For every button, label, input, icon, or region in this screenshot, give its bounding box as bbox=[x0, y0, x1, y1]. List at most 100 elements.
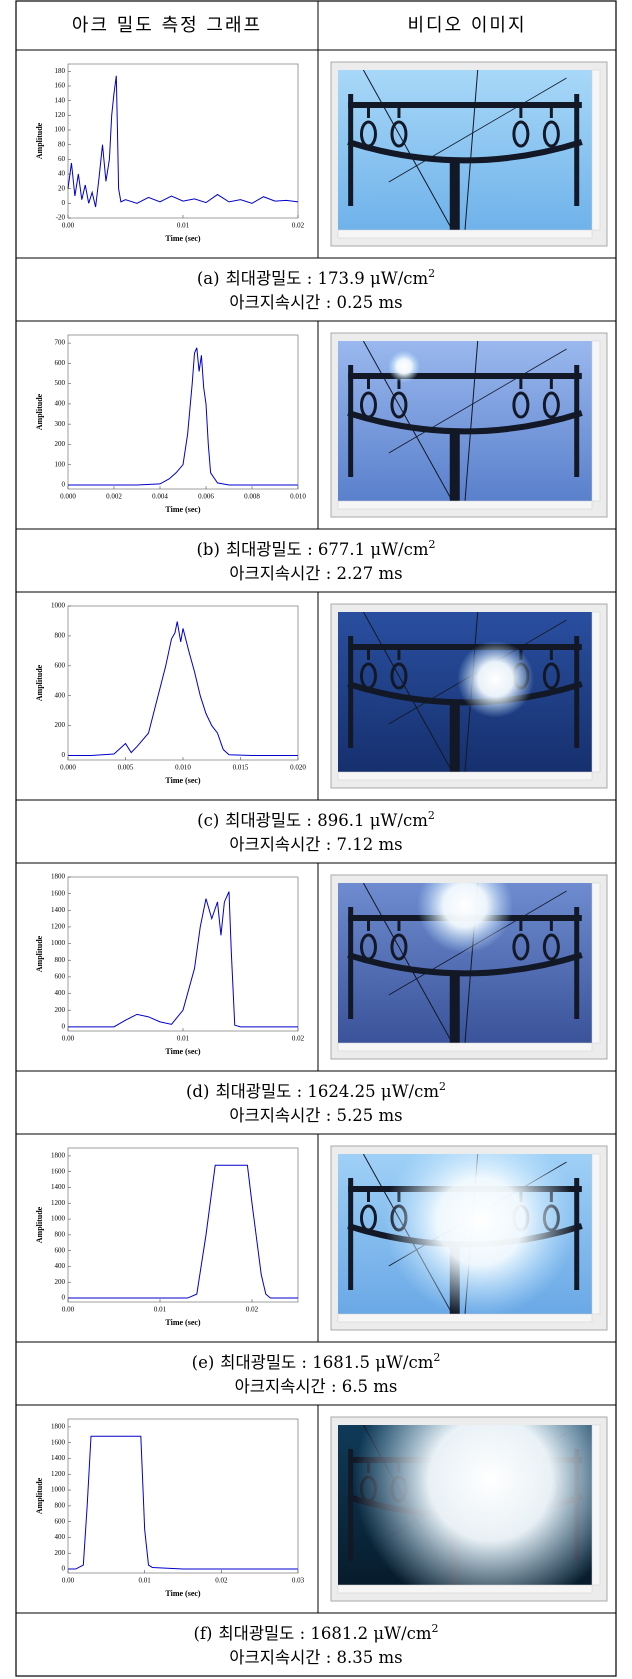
x-tick-label: 0.00 bbox=[62, 1577, 75, 1585]
scrollbar-h bbox=[338, 1043, 592, 1051]
y-axis-label: Amplitude bbox=[35, 664, 44, 701]
y-tick-label: 800 bbox=[55, 1501, 66, 1509]
y-tick-label: 1000 bbox=[51, 1215, 66, 1223]
caption-sup: 2 bbox=[433, 1351, 440, 1364]
arc-glow bbox=[417, 857, 513, 953]
caption-line: 아크지속시간 : 8.35 ms bbox=[229, 1648, 402, 1667]
caption-value: 최대광밀도 : 677.1 μW/cm bbox=[226, 540, 429, 559]
beam bbox=[574, 907, 579, 1019]
beam bbox=[574, 94, 579, 206]
y-tick-label: 0 bbox=[62, 199, 66, 207]
x-tick-label: 0.01 bbox=[139, 1577, 152, 1585]
plot-frame bbox=[68, 877, 298, 1031]
picture bbox=[338, 1125, 592, 1322]
y-tick-label: 200 bbox=[55, 721, 66, 729]
arc-glow bbox=[457, 641, 534, 718]
x-axis-label: Time (sec) bbox=[165, 1589, 201, 1598]
y-tick-label: 400 bbox=[55, 1262, 66, 1270]
x-tick-label: 0.010 bbox=[175, 764, 191, 772]
y-tick-label: 1800 bbox=[51, 1152, 66, 1160]
y-axis-label: Amplitude bbox=[35, 1477, 44, 1514]
x-tick-label: 0.015 bbox=[233, 764, 249, 772]
x-tick-label: 0.03 bbox=[292, 1577, 305, 1585]
video-image bbox=[331, 604, 607, 788]
y-tick-label: 600 bbox=[55, 1517, 66, 1525]
x-tick-label: 0.020 bbox=[290, 764, 306, 772]
caption-label: (c) bbox=[197, 811, 219, 830]
x-tick-label: 0.00 bbox=[62, 1306, 75, 1314]
beam bbox=[348, 636, 353, 748]
arc-glow bbox=[384, 1125, 576, 1317]
y-tick-label: 1400 bbox=[51, 1183, 66, 1191]
x-axis-label: Time (sec) bbox=[165, 1318, 201, 1327]
y-tick-label: 1000 bbox=[51, 602, 66, 610]
caption-line: 아크지속시간 : 2.27 ms bbox=[229, 564, 402, 583]
caption-sup: 2 bbox=[428, 267, 435, 280]
y-axis-label: Amplitude bbox=[35, 393, 44, 430]
beam bbox=[348, 644, 582, 650]
x-tick-label: 0.02 bbox=[292, 222, 305, 230]
beam bbox=[348, 373, 582, 379]
caption-label: (e) bbox=[192, 1353, 215, 1372]
caption-sup: 2 bbox=[439, 1080, 446, 1093]
scrollbar-v bbox=[592, 612, 600, 772]
y-tick-label: 600 bbox=[55, 359, 66, 367]
picture bbox=[338, 857, 592, 1051]
beam bbox=[348, 1178, 353, 1290]
plot-frame bbox=[68, 335, 298, 489]
caption-value: 최대광밀도 : 1624.25 μW/cm bbox=[215, 1082, 439, 1101]
caption-line: (d) 최대광밀도 : 1624.25 μW/cm2 bbox=[186, 1080, 446, 1101]
x-tick-label: 0.02 bbox=[215, 1577, 228, 1585]
x-tick-label: 0.02 bbox=[246, 1306, 259, 1314]
y-tick-label: 160 bbox=[55, 82, 66, 90]
beam bbox=[348, 1449, 353, 1561]
pole bbox=[450, 700, 460, 780]
caption-line: (e)최대광밀도 : 1681.5 μW/cm2 bbox=[192, 1351, 441, 1372]
y-tick-label: 500 bbox=[55, 379, 66, 387]
x-tick-label: 0.02 bbox=[292, 1035, 305, 1043]
y-tick-label: 1800 bbox=[51, 1423, 66, 1431]
y-tick-label: 1200 bbox=[51, 1470, 66, 1478]
scrollbar-h bbox=[338, 1585, 592, 1593]
video-image bbox=[331, 333, 607, 517]
y-tick-label: 200 bbox=[55, 1006, 66, 1014]
y-tick-label: 120 bbox=[55, 111, 66, 119]
caption-line: (c)최대광밀도 : 896.1 μW/cm2 bbox=[197, 809, 435, 830]
picture bbox=[338, 70, 592, 238]
x-tick-label: 0.010 bbox=[290, 493, 306, 501]
header-cell: 비디오 이미지 bbox=[407, 15, 526, 36]
y-tick-label: 140 bbox=[55, 96, 66, 104]
caption-value: 최대광밀도 : 173.9 μW/cm bbox=[226, 269, 429, 288]
y-axis-label: Amplitude bbox=[35, 935, 44, 972]
scrollbar-v bbox=[592, 341, 600, 501]
video-image bbox=[331, 1125, 607, 1330]
y-tick-label: 600 bbox=[55, 1246, 66, 1254]
y-axis-label: Amplitude bbox=[35, 1206, 44, 1243]
scrollbar-h bbox=[338, 772, 592, 780]
caption-line: (a)최대광밀도 : 173.9 μW/cm2 bbox=[197, 267, 435, 288]
x-tick-label: 0.008 bbox=[244, 493, 260, 501]
y-tick-label: 200 bbox=[55, 1549, 66, 1557]
picture bbox=[338, 612, 592, 780]
y-tick-label: 300 bbox=[55, 420, 66, 428]
y-tick-label: 1400 bbox=[51, 1454, 66, 1462]
plot-frame bbox=[68, 64, 298, 218]
y-tick-label: 60 bbox=[58, 155, 66, 163]
y-tick-label: 180 bbox=[55, 67, 66, 75]
scrollbar-h bbox=[338, 230, 592, 238]
y-axis-label: Amplitude bbox=[35, 122, 44, 159]
beam bbox=[348, 365, 353, 477]
arc-glow bbox=[388, 351, 420, 383]
plot-frame bbox=[68, 1419, 298, 1573]
scrollbar-h bbox=[338, 501, 592, 509]
x-tick-label: 0.01 bbox=[154, 1306, 167, 1314]
caption-line: (b)최대광밀도 : 677.1 μW/cm2 bbox=[197, 538, 436, 559]
x-tick-label: 0.00 bbox=[62, 222, 75, 230]
caption-line: 아크지속시간 : 6.5 ms bbox=[235, 1377, 398, 1396]
pole bbox=[450, 971, 460, 1051]
y-tick-label: 1600 bbox=[51, 889, 66, 897]
video-image bbox=[331, 857, 607, 1059]
x-tick-label: 0.002 bbox=[106, 493, 122, 501]
caption-label: (d) bbox=[186, 1082, 209, 1101]
x-tick-label: 0.000 bbox=[60, 764, 76, 772]
